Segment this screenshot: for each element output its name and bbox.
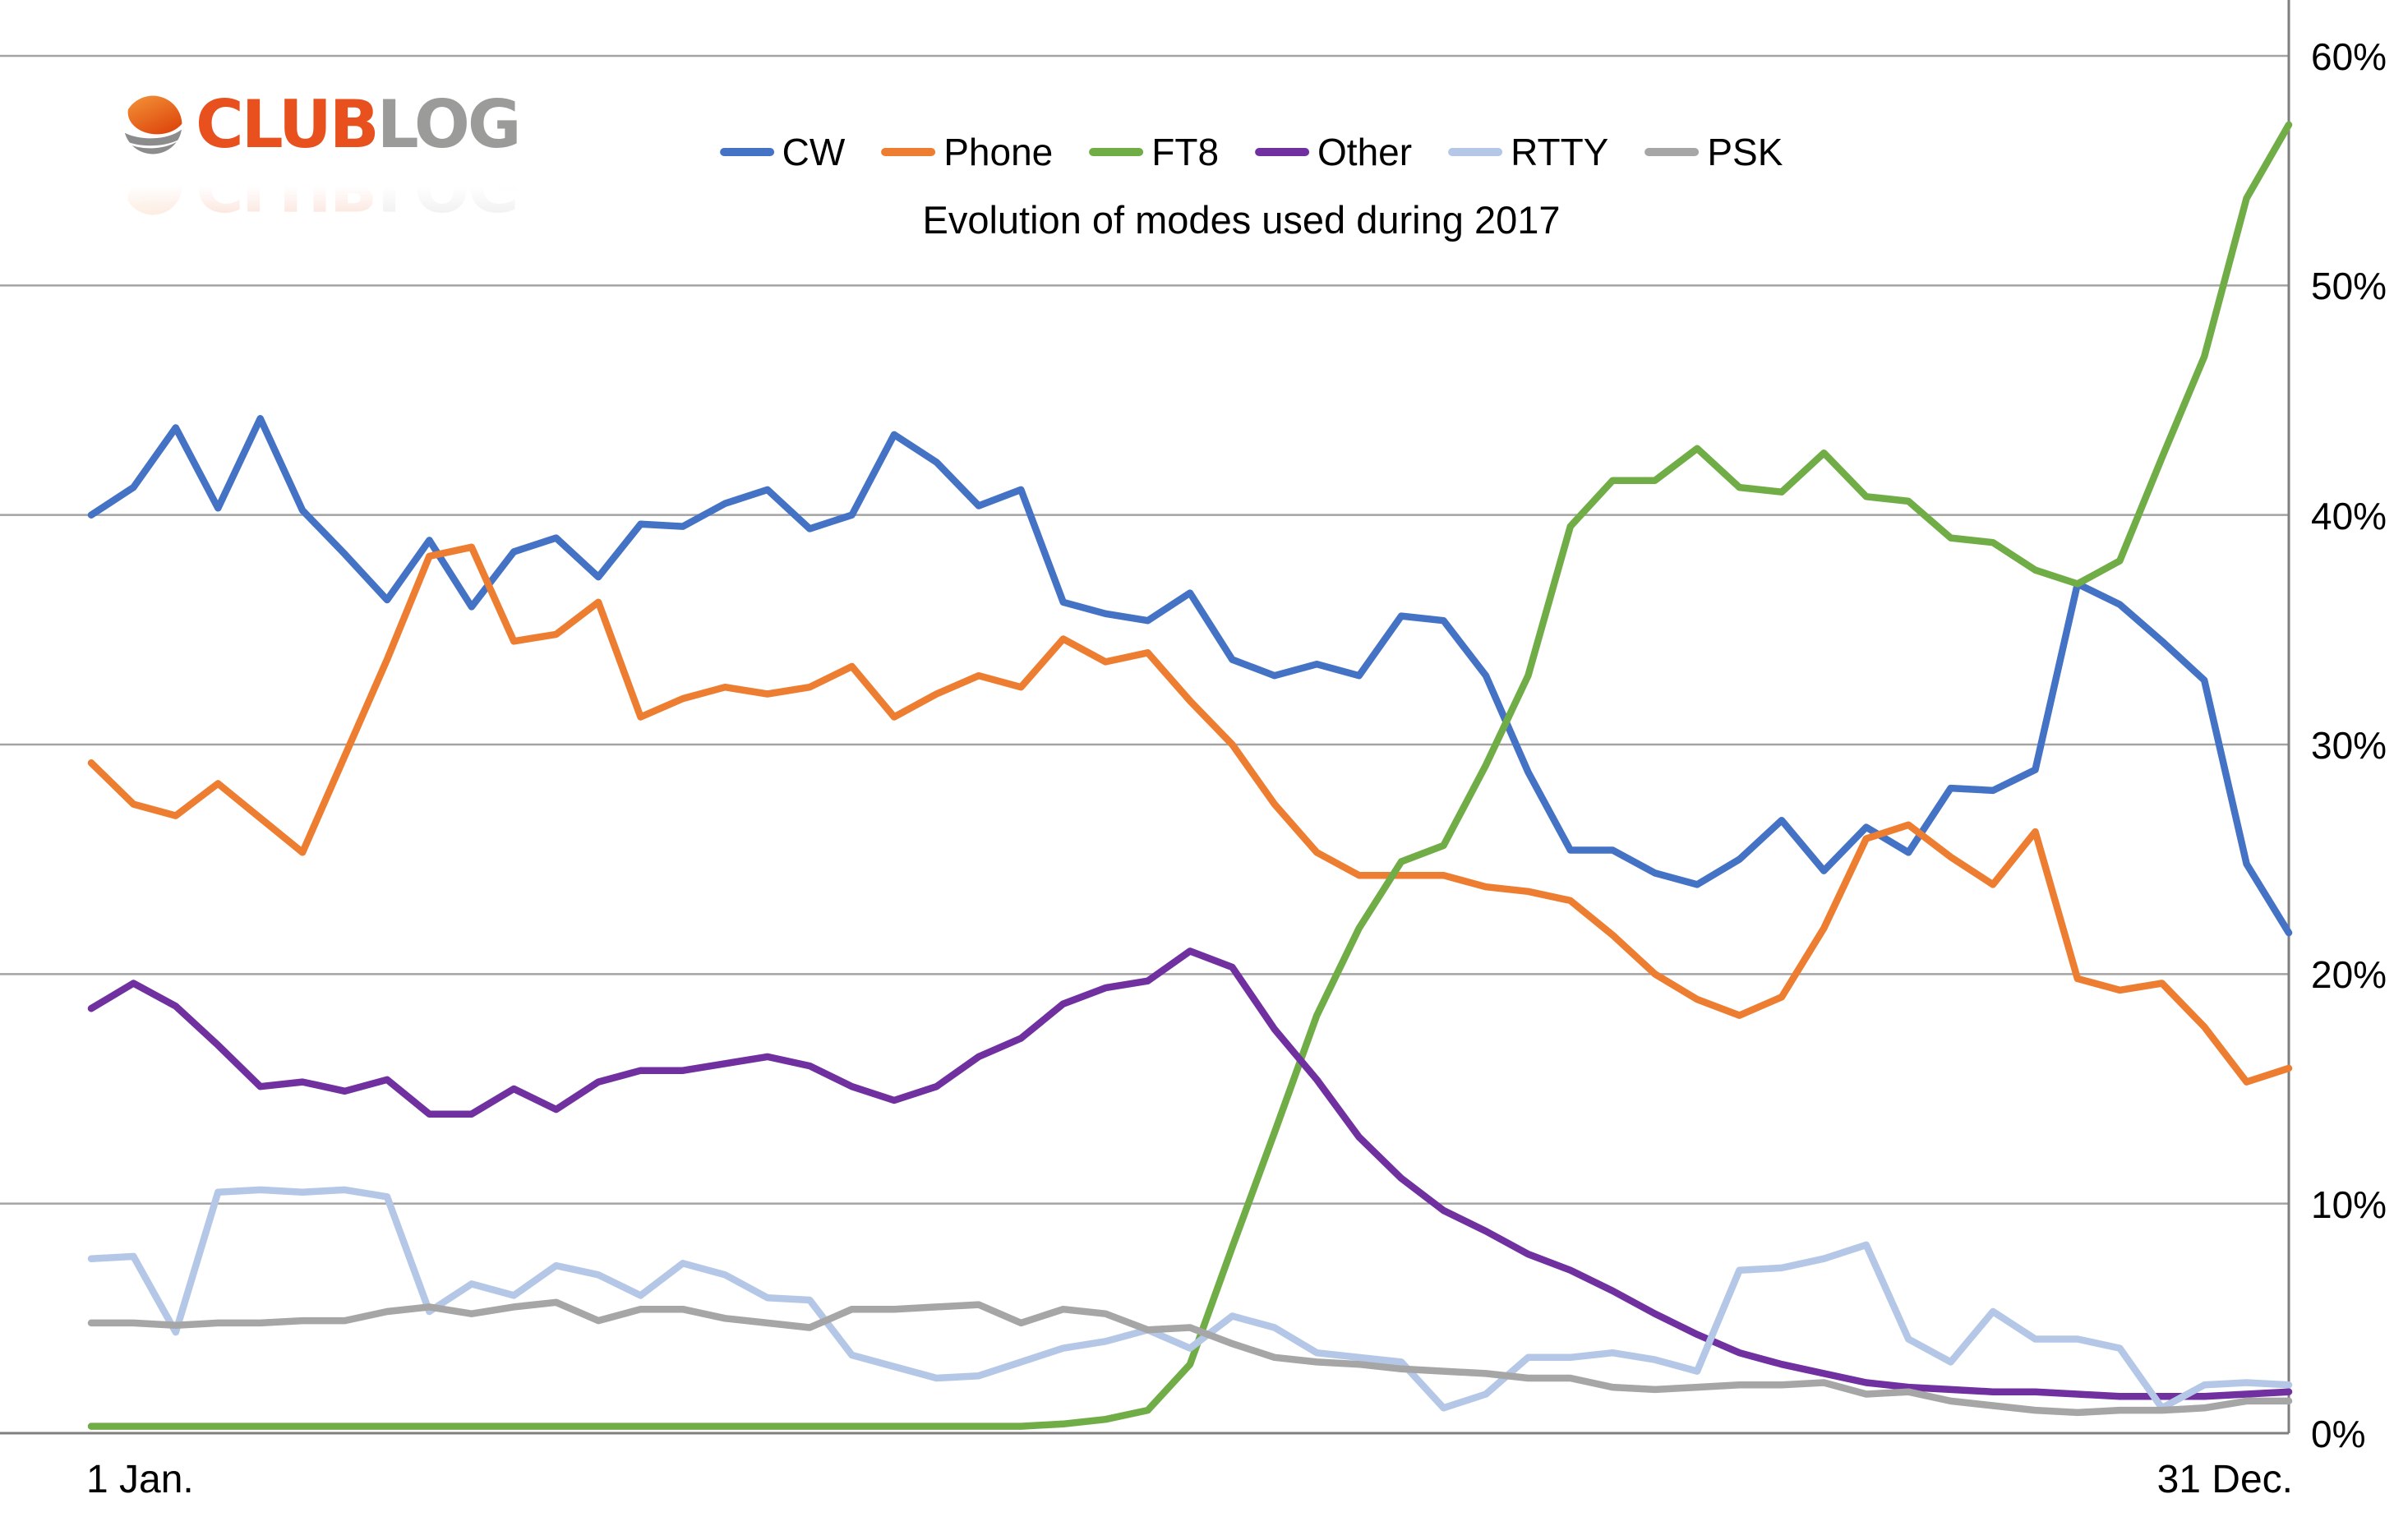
- x-axis-label-end: 31 Dec.: [2156, 1458, 2293, 1501]
- legend-item-phone: Phone: [881, 130, 1053, 174]
- legend-item-cw: CW: [719, 130, 846, 174]
- series-line-phone: [87, 543, 2293, 1086]
- y-axis-tick-label: 50%: [2311, 265, 2387, 308]
- series-line-psk: [87, 1298, 2293, 1417]
- legend-swatch-cw: [719, 148, 774, 156]
- legend-label: PSK: [1707, 131, 1783, 173]
- legend-item-rtty: RTTY: [1448, 130, 1608, 174]
- legend-label: CW: [782, 131, 846, 173]
- legend-item-ft8: FT8: [1089, 130, 1219, 174]
- legend-swatch-psk: [1644, 148, 1700, 156]
- series-line-other: [87, 948, 2293, 1400]
- clublog-wordmark-reflection: CLUBLOG: [196, 148, 519, 224]
- y-axis-tick-label: 20%: [2311, 953, 2387, 997]
- y-axis-labels: 60% 50% 40% 30% 20% 10% 0%: [2311, 0, 2394, 1540]
- y-axis-tick-label: 0%: [2311, 1413, 2366, 1455]
- clublog-wordmark-log: LOG: [376, 86, 522, 163]
- legend-label: FT8: [1151, 131, 1220, 173]
- legend-item-psk: PSK: [1644, 130, 1783, 174]
- legend-swatch-rtty: [1448, 148, 1503, 156]
- legend-swatch-phone: [881, 148, 936, 156]
- chart-title: Evolution of modes used during 2017: [922, 198, 1561, 242]
- clublog-wordmark: CLUBLOG: [196, 92, 522, 158]
- legend-item-other: Other: [1255, 130, 1412, 174]
- legend-label: Phone: [943, 131, 1054, 173]
- y-axis-tick-label: 40%: [2311, 494, 2387, 537]
- y-axis-tick-label: 30%: [2311, 724, 2387, 767]
- series-line-ft8: [87, 121, 2293, 1430]
- clublog-logo: CLUBLOG CLUBLOG: [122, 92, 522, 224]
- series-line-rtty: [87, 1186, 2293, 1412]
- clublog-logo-reflection: CLUBLOG: [122, 148, 519, 224]
- clublog-wordmark-club: CLUB: [196, 86, 380, 163]
- clublog-globe-icon-reflection: [123, 156, 182, 215]
- clublog-globe-icon: [123, 95, 182, 154]
- series-line-cw: [87, 415, 2293, 937]
- legend-label: Other: [1317, 131, 1413, 173]
- y-axis-tick-label: 10%: [2311, 1183, 2387, 1226]
- legend-label: RTTY: [1511, 131, 1609, 173]
- legend-swatch-other: [1255, 148, 1310, 156]
- x-axis-label-start: 1 Jan.: [86, 1458, 194, 1501]
- legend-swatch-ft8: [1089, 148, 1144, 156]
- y-axis-tick-label: 60%: [2311, 35, 2387, 78]
- legend: CW Phone FT8 Other RTTY PSK: [719, 130, 1783, 174]
- clublog-logo-main: CLUBLOG: [122, 92, 522, 158]
